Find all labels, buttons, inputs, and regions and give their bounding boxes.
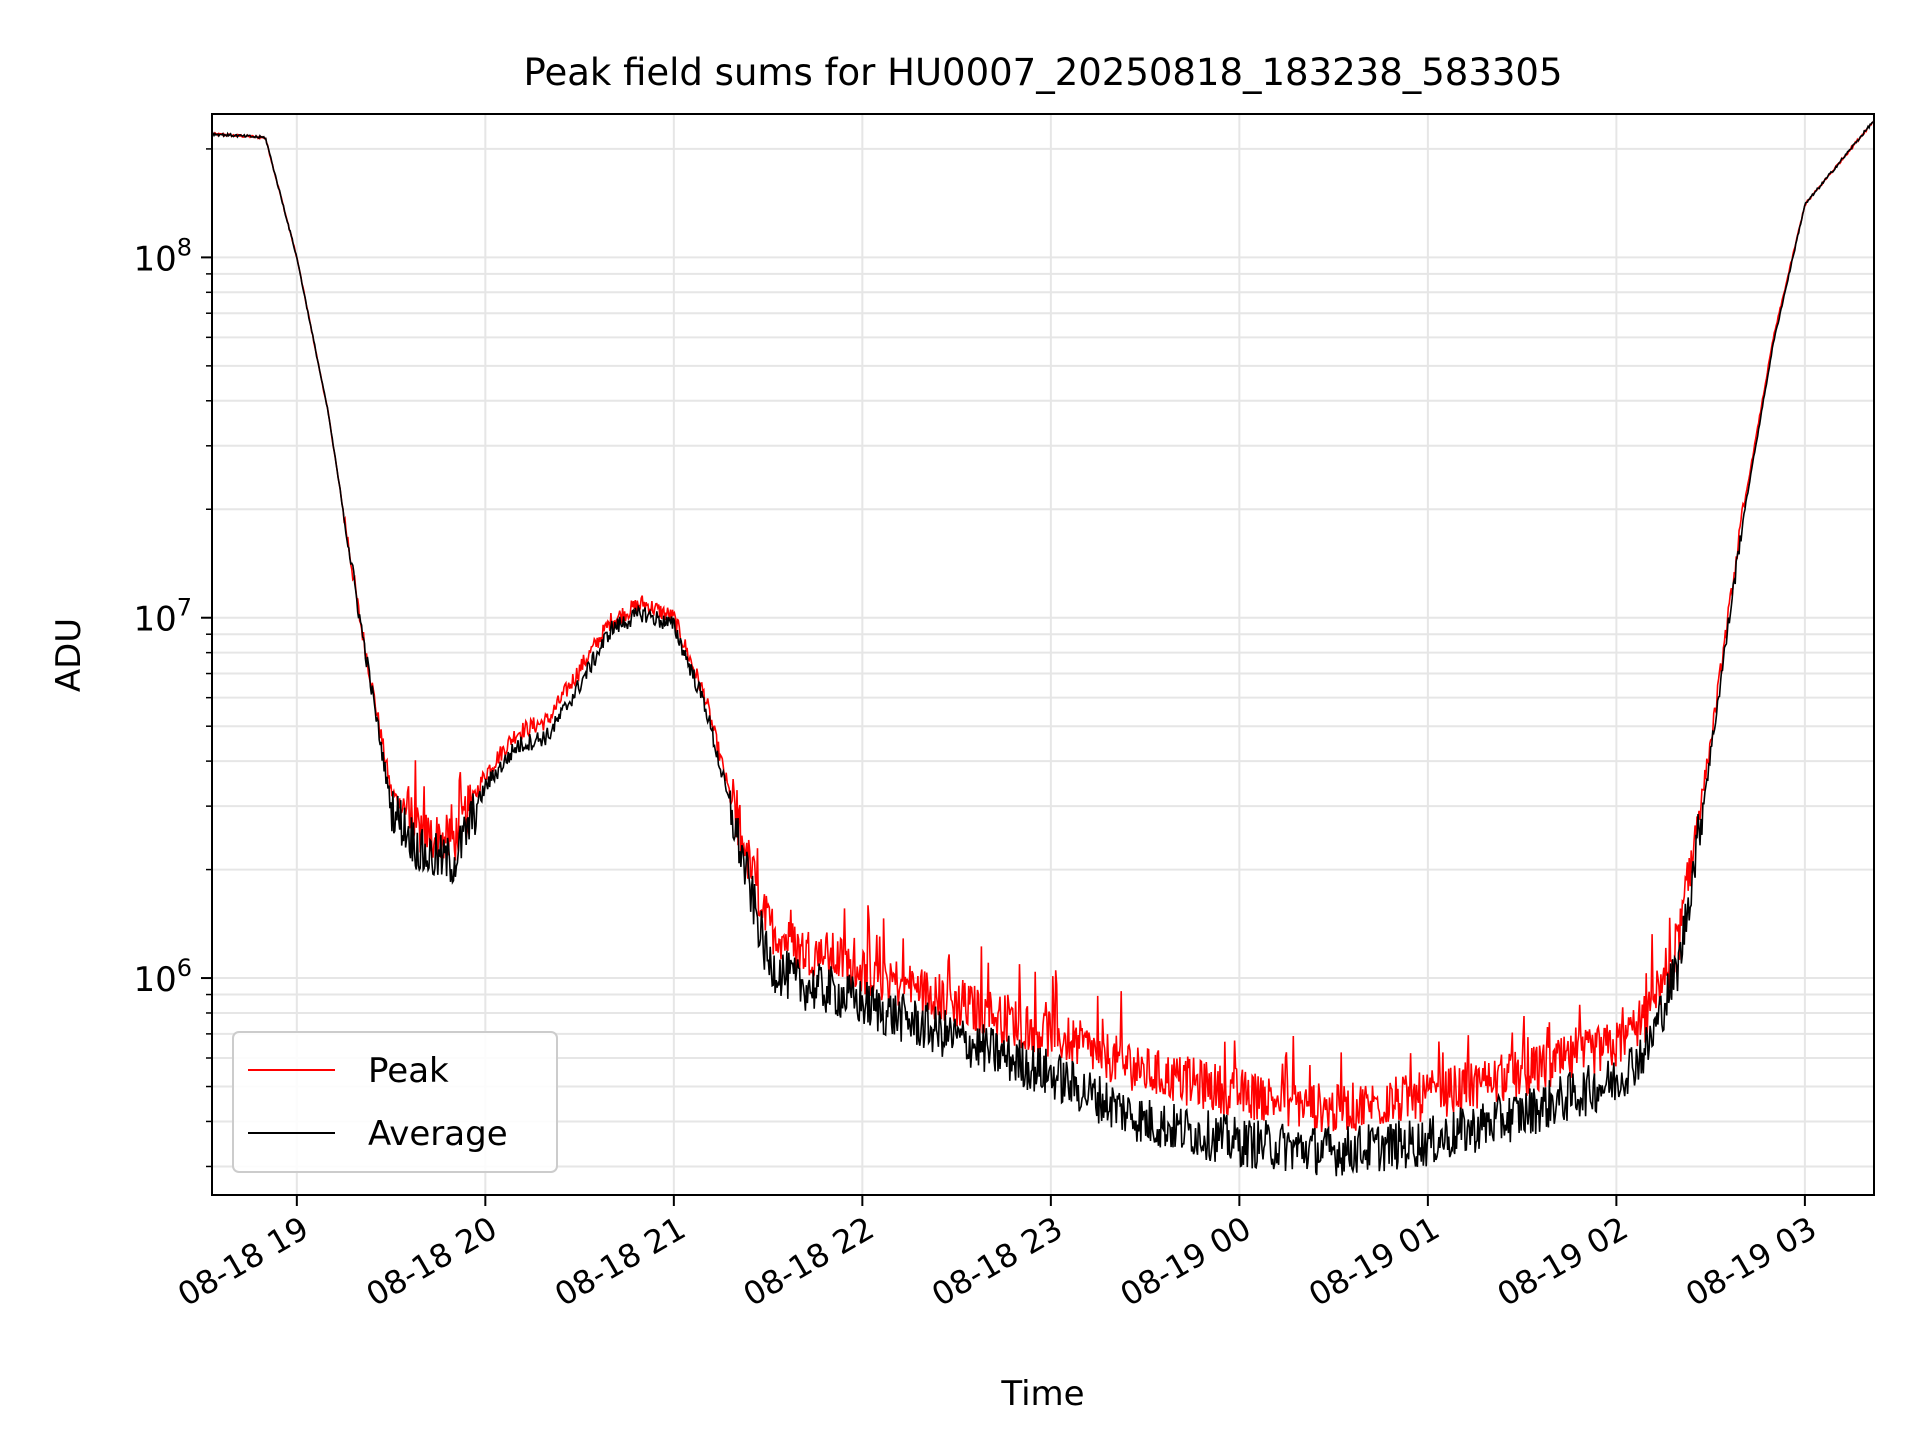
plot-frame [211,113,1875,1196]
legend-label-average: Average [368,1114,508,1154]
legend: Peak Average [232,1031,558,1173]
chart-title: Peak field sums for HU0007_20250818_1832… [523,51,1562,94]
y-tick-label: 108 [133,233,192,279]
series-line-average [212,119,1874,1177]
y-axis: 106 107 108 [133,148,212,1168]
y-tick-label: 107 [133,594,192,640]
legend-box [232,1031,558,1173]
x-axis-label: Time [1000,1374,1084,1414]
series-line-peak [212,120,1874,1133]
legend-label-peak: Peak [368,1051,449,1091]
series-layer [212,119,1874,1177]
y-tick-label: 106 [133,954,192,1000]
y-axis-label: ADU [49,618,89,692]
